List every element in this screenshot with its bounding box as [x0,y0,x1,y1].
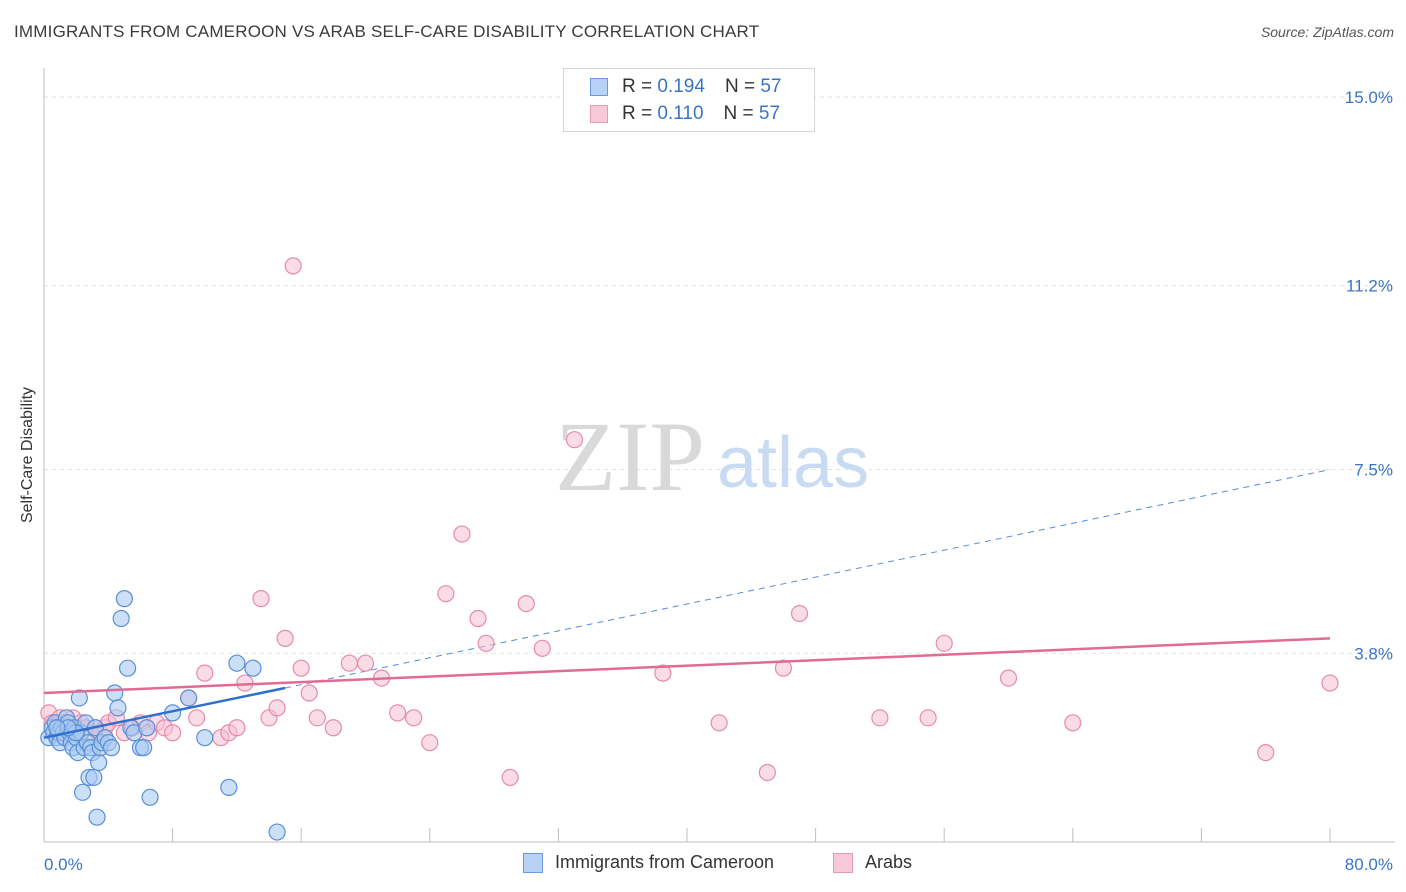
data-point-arabs [935,634,953,652]
data-point-arabs [308,709,326,727]
data-point-arabs [871,709,889,727]
data-point-arabs [453,525,471,543]
chart-title: IMMIGRANTS FROM CAMEROON VS ARAB SELF-CA… [14,22,760,41]
data-point-arabs [501,768,519,787]
data-point-arabs [710,714,728,732]
data-point-arabs [252,590,270,608]
gridlines [44,96,1395,654]
data-point-cameroon [115,590,133,608]
data-point-arabs [1321,674,1339,692]
data-point-cameroon [118,659,137,677]
data-point-cameroon [138,719,156,737]
data-point-arabs [919,709,937,727]
data-point-arabs [999,669,1018,687]
y-tick-label: 11.2% [1346,277,1393,296]
data-point-cameroon [112,609,130,628]
trend-line-cameroon [43,686,286,739]
data-point-cameroon [244,659,262,677]
data-point-arabs [790,604,809,623]
data-point-cameroon [102,739,121,757]
legend-r-label: R = [622,76,653,97]
data-point-arabs [1257,743,1275,762]
source-credit: Source: ZipAtlas.com [1260,24,1394,40]
data-point-arabs [421,734,439,752]
data-point-arabs [654,664,672,682]
data-point-cameroon [73,783,92,801]
y-tick-label: 7.5% [1354,461,1393,480]
data-point-arabs [405,709,423,727]
data-point-cameroon [180,689,198,707]
tick-labels: 3.8% 7.5% 11.2% 15.0% 0.0% 80.0% [44,88,1393,874]
bottom-legend-label-arabs: Arabs [865,852,913,872]
data-point-cameroon [228,654,246,672]
bottom-legend-arabs: Arabs [833,852,912,873]
watermark: ZIP atlas [555,401,869,512]
data-point-arabs [164,724,182,742]
data-point-arabs [300,684,318,702]
data-point-cameroon [109,699,127,717]
points-cameroon [40,590,286,841]
legend-row-arabs: R = 0.110 N = 57 [590,103,780,125]
bottom-legend-swatch-cameroon [523,852,543,873]
data-point-arabs [565,431,584,449]
data-point-arabs [292,659,310,677]
data-point-arabs [228,719,246,737]
correlation-legend: R = 0.194 N = 57 R = 0.110 N = 57 [563,68,815,132]
legend-n-label: N = [723,103,754,124]
data-point-arabs [268,699,286,717]
trend-line-arabs [43,637,1331,695]
bottom-legend-cameroon: Immigrants from Cameroon [523,852,774,873]
data-point-arabs [340,654,359,672]
data-point-cameroon [106,684,124,702]
trend-lines [43,637,1331,739]
x-tick-label: 80.0% [1345,855,1393,874]
data-point-arabs [517,594,535,613]
watermark-atlas: atlas [717,423,869,503]
data-point-cameroon [196,729,214,747]
data-point-arabs [469,609,487,628]
data-point-cameroon [268,823,286,841]
legend-r-value: 0.110 [657,103,704,124]
data-point-cameroon [85,768,103,787]
data-point-cameroon [88,808,106,826]
data-point-cameroon [70,689,88,707]
points-arabs [40,257,1339,787]
trend-line-cameroon-extrapolated [285,469,1331,689]
data-point-arabs [196,664,214,682]
legend-r-label: R = [622,103,653,124]
legend-n-label: N = [724,76,756,97]
trend-line-cameroon-dashed [285,469,1331,689]
data-point-arabs [437,585,455,603]
data-point-arabs [188,709,206,727]
data-point-cameroon [135,739,153,757]
data-point-arabs [389,704,407,722]
data-point-cameroon [90,753,108,772]
data-point-arabs [1064,714,1082,732]
data-point-arabs [477,634,495,652]
legend-n-value: 57 [758,103,781,124]
data-point-arabs [774,659,793,677]
bottom-legend-swatch-arabs [833,852,853,873]
data-point-arabs [758,763,776,782]
legend-swatch-arabs [590,105,608,123]
y-tick-label: 15.0% [1345,88,1393,107]
data-point-arabs [276,629,294,647]
bottom-legend-label-cameroon: Immigrants from Cameroon [555,852,775,872]
legend-row-cameroon: R = 0.194 N = 57 [590,76,781,98]
watermark-zip: ZIP [555,401,705,512]
x-tick-label: 0.0% [44,855,83,874]
data-point-cameroon [220,778,238,796]
data-point-arabs [533,639,551,657]
data-point-cameroon [141,788,159,806]
data-point-arabs [284,257,302,275]
data-point-arabs [356,654,375,672]
legend-swatch-cameroon [590,78,608,96]
legend-n-value: 57 [760,76,782,97]
data-point-arabs [324,719,342,737]
y-tick-label: 3.8% [1354,644,1393,663]
legend-r-value: 0.194 [657,76,705,97]
